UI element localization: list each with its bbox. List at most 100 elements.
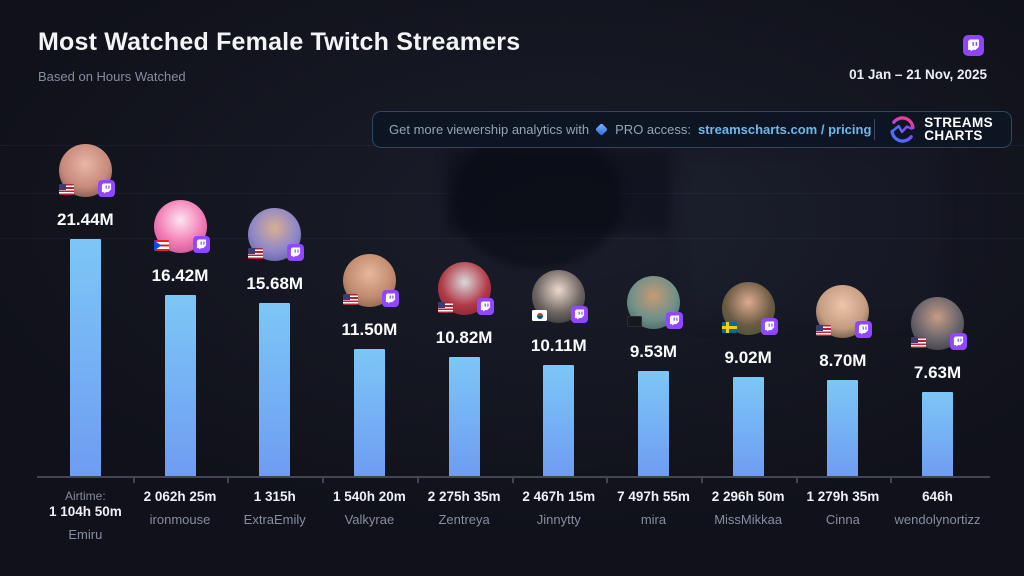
x-axis [37, 476, 990, 483]
airtime-value: 646h [922, 489, 953, 504]
twitch-badge-icon [760, 318, 778, 335]
hours-watched-bar[interactable] [164, 295, 196, 477]
twitch-badge-icon [855, 321, 873, 338]
page-title: Most Watched Female Twitch Streamers [38, 28, 521, 56]
twitch-glyph [968, 39, 979, 52]
streamer-avatar[interactable] [58, 144, 115, 197]
axis-tick [606, 478, 609, 483]
streams-charts-logo-icon [889, 116, 916, 143]
brand-line-2: CHARTS [924, 127, 983, 143]
streamer-name[interactable]: Cinna [825, 512, 860, 527]
twitch-badge-icon [192, 236, 210, 253]
streamer-name[interactable]: ironmouse [149, 512, 211, 527]
streamer-name[interactable]: ExtraEmily [243, 512, 306, 527]
streamer-column: 9.02M [701, 282, 796, 477]
airtime-value: 2 275h 35m [427, 489, 501, 504]
streamer-column: 21.44M [38, 144, 133, 477]
airtime-value: 2 467h 15m [522, 489, 596, 504]
streamer-avatar[interactable] [911, 297, 968, 350]
streamer-label-column: 2 062h 25m ironmouse [133, 489, 228, 542]
streamer-label-column: 2 467h 15m Jinnytty [511, 489, 606, 542]
hours-watched-value: 9.53M [629, 342, 678, 361]
streamer-avatar[interactable] [532, 270, 589, 323]
streamer-name[interactable]: Emiru [68, 527, 103, 542]
twitch-badge-icon [287, 244, 305, 261]
streamer-avatar[interactable] [342, 254, 399, 307]
streamer-label-column: 1 315h ExtraEmily [227, 489, 322, 542]
axis-tick [227, 478, 230, 483]
twitch-badge-icon [950, 333, 968, 350]
twitch-badge-icon [665, 312, 683, 329]
x-axis-labels: Airtime: 1 104h 50m Emiru 2 062h 25m ironmou… [38, 489, 985, 542]
hours-watched-bar[interactable] [259, 303, 291, 477]
streamer-column: 10.11M [511, 270, 606, 477]
axis-tick [322, 478, 325, 483]
airtime-value: 1 540h 20m [333, 489, 406, 504]
hours-watched-bar[interactable] [732, 377, 764, 477]
twitch-logo-icon [963, 35, 984, 56]
streamer-avatar[interactable] [721, 282, 778, 335]
promo-text: Get more viewership analytics with [389, 122, 590, 137]
streamer-column: 10.82M [417, 262, 512, 477]
flag-us-icon [248, 248, 264, 259]
hours-watched-value: 21.44M [56, 210, 114, 229]
hours-watched-value: 16.42M [151, 266, 209, 285]
hours-watched-bar[interactable] [353, 349, 385, 477]
streamer-column: 11.50M [322, 254, 417, 477]
hours-watched-value: 15.68M [246, 274, 304, 293]
hours-watched-bar[interactable] [543, 365, 575, 477]
streamer-avatar[interactable] [816, 285, 873, 338]
flag-us-icon [911, 337, 927, 348]
hours-watched-value: 11.50M [341, 320, 398, 339]
promo-text-pro: PRO access: [615, 122, 691, 137]
hours-watched-bar[interactable] [69, 239, 101, 477]
flag-us-icon [816, 325, 832, 336]
flag-us-icon [58, 184, 74, 195]
streamer-label-column: 646h wendolynortizz [890, 489, 985, 542]
streamer-label-column: 1 279h 35m Cinna [796, 489, 891, 542]
airtime-value: 1 279h 35m [806, 489, 880, 504]
flag-se-icon [721, 322, 737, 333]
airtime-label: Airtime: [65, 489, 106, 503]
background-patch [680, 150, 940, 320]
streamer-name[interactable]: wendolynortizz [894, 512, 981, 527]
streamer-label-column: Airtime: 1 104h 50m Emiru [38, 489, 133, 542]
streamer-column: 7.63M [890, 297, 985, 477]
hours-watched-bar[interactable] [637, 371, 669, 477]
streamer-name[interactable]: mira [640, 512, 667, 527]
date-range: 01 Jan – 21 Nov, 2025 [849, 67, 987, 82]
streamer-column: 16.42M [133, 200, 228, 477]
streamer-name[interactable]: Zentreya [438, 512, 490, 527]
streamer-avatar[interactable] [248, 208, 305, 261]
twitch-badge-icon [476, 298, 494, 315]
streamer-name[interactable]: MissMikkaa [714, 512, 783, 527]
streamer-name[interactable]: Jinnytty [536, 512, 581, 527]
hours-watched-bar[interactable] [922, 392, 954, 477]
streamer-avatar[interactable] [437, 262, 494, 315]
streamer-name[interactable]: Valkyrae [344, 512, 395, 527]
twitch-badge-icon [381, 290, 399, 307]
flag-us-icon [437, 302, 453, 313]
hours-watched-value: 9.02M [724, 348, 772, 367]
hours-watched-bar[interactable] [827, 380, 859, 477]
banner-divider [874, 119, 876, 140]
streamer-avatar[interactable] [153, 200, 210, 253]
hours-watched-bar[interactable] [448, 357, 480, 477]
hours-watched-value: 10.11M [530, 336, 587, 355]
flag-pr-icon [153, 240, 169, 251]
streamer-label-column: 2 275h 35m Zentreya [417, 489, 512, 542]
streamer-column: 9.53M [606, 276, 701, 477]
axis-tick [795, 478, 798, 483]
hours-watched-value: 7.63M [913, 363, 962, 382]
streamer-label-column: 1 540h 20m Valkyrae [322, 489, 417, 542]
promo-banner: Get more viewership analytics with PRO a… [372, 111, 1012, 148]
streamer-avatar[interactable] [626, 276, 683, 329]
axis-tick [416, 478, 419, 483]
airtime-value: 7 497h 55m [617, 489, 690, 504]
brand-line-1: STREAMS [924, 115, 993, 130]
streamer-column: 15.68M [227, 208, 322, 477]
bar-chart: 21.44M 16.42M 15.68M 11.50M 10.82M 10.11M 9.53… [38, 0, 985, 477]
pricing-link[interactable]: streamscharts.com / pricing [698, 122, 872, 137]
hours-watched-value: 8.70M [819, 351, 867, 370]
